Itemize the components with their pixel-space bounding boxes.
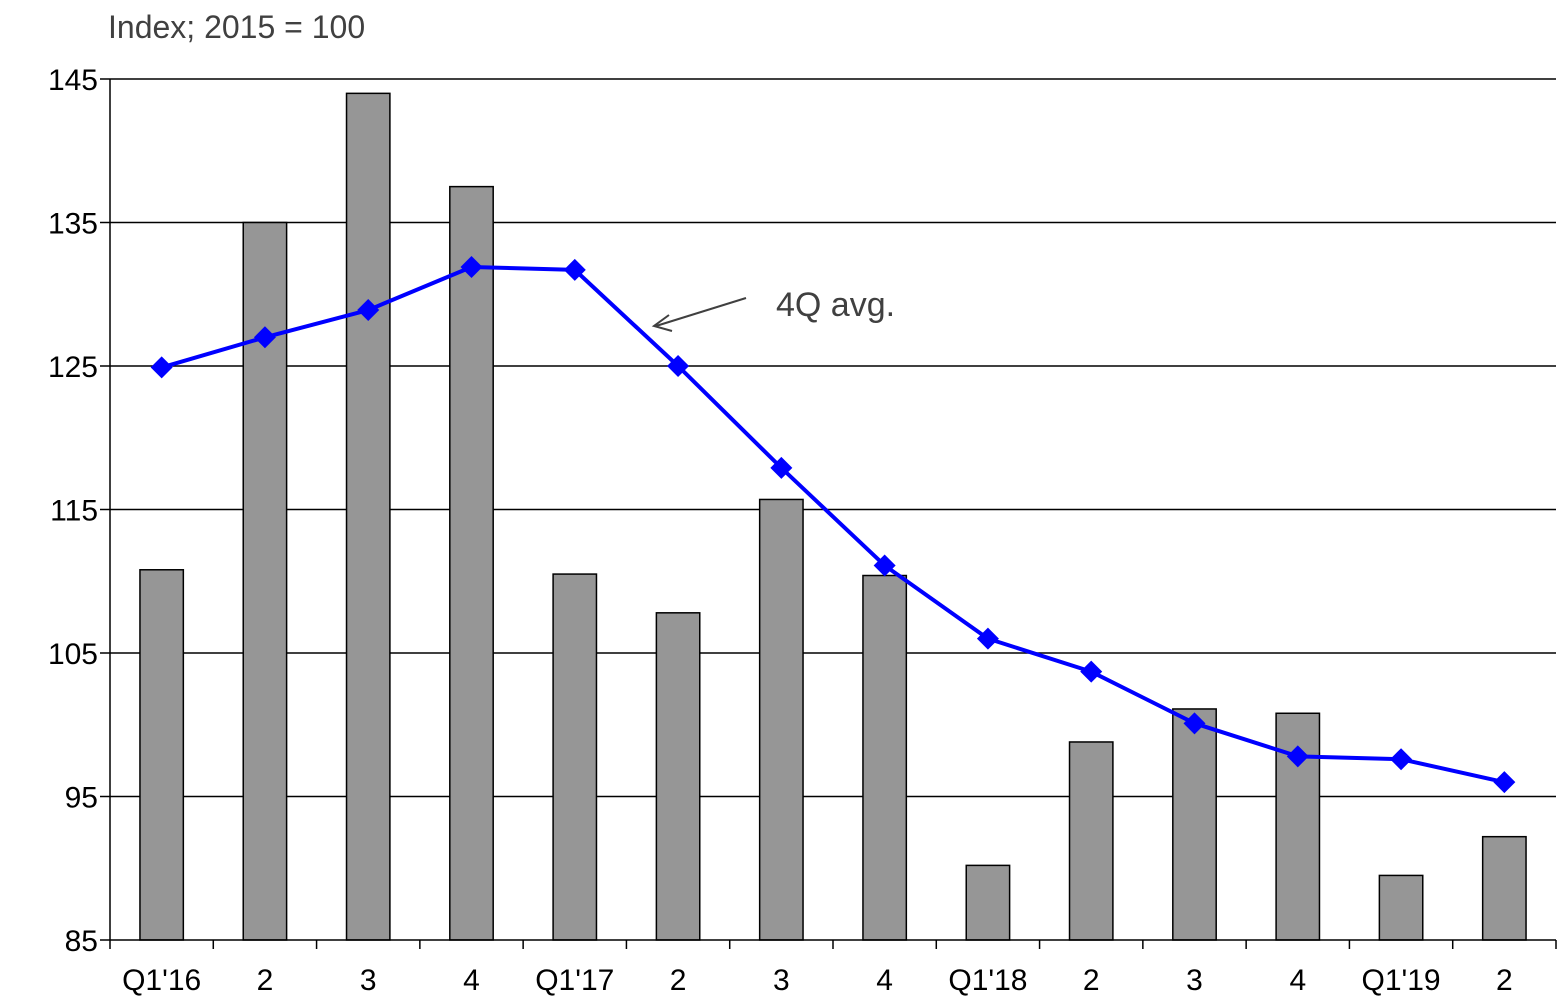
line-marker xyxy=(1286,745,1309,768)
bar xyxy=(1378,874,1424,941)
bar xyxy=(139,569,185,941)
y-unit-label: Index; 2015 = 100 xyxy=(108,9,365,45)
line-marker xyxy=(1080,660,1103,683)
annotation-label: 4Q avg. xyxy=(776,286,895,324)
line-marker xyxy=(150,356,173,379)
bar xyxy=(1068,741,1114,941)
line-series xyxy=(150,255,1516,794)
line-marker xyxy=(460,255,483,278)
x-tick-label: 3 xyxy=(360,964,377,997)
y-tick-label: 145 xyxy=(48,64,98,97)
x-tick-label: 2 xyxy=(257,964,274,997)
y-tick-label: 135 xyxy=(48,208,98,241)
line-marker xyxy=(770,456,793,479)
bar-series xyxy=(139,92,1527,941)
x-tick-label: Q1'18 xyxy=(948,964,1027,997)
bar xyxy=(965,864,1011,941)
bar xyxy=(449,185,494,941)
x-tick-label: 2 xyxy=(1083,964,1100,997)
line-marker xyxy=(1390,748,1413,771)
bar xyxy=(758,498,804,941)
annotation-arrow xyxy=(655,297,747,327)
x-tick-label: 4 xyxy=(876,964,893,997)
bar xyxy=(1172,708,1217,941)
y-tick-label: 95 xyxy=(65,782,98,815)
line-marker xyxy=(976,627,999,650)
line-marker xyxy=(1493,771,1516,794)
annotation: 4Q avg. xyxy=(651,286,895,332)
x-tick-label: 2 xyxy=(1496,964,1513,997)
line-marker xyxy=(667,355,690,377)
y-tick-label: 105 xyxy=(48,638,98,671)
x-tick-label: 2 xyxy=(670,964,687,997)
y-tick-label: 125 xyxy=(48,351,98,384)
x-tick-label: Q1'19 xyxy=(1362,964,1441,997)
x-tick-label: Q1'16 xyxy=(122,964,201,997)
line-marker xyxy=(563,258,586,281)
bar xyxy=(345,92,391,941)
y-tick-label: 115 xyxy=(50,495,98,528)
line-marker xyxy=(357,299,380,322)
bar xyxy=(862,574,908,941)
y-tick-label: 85 xyxy=(65,925,98,958)
x-tick-label: 4 xyxy=(463,964,480,997)
y-tick-labels: 85 95 105 115 125 135 145 xyxy=(48,64,98,958)
bar xyxy=(1481,835,1527,941)
x-tick-labels: Q1'16 2 3 4 Q1'17 2 3 4 Q1'18 2 3 4 Q1'19 2 xyxy=(122,964,1513,997)
x-tick-label: 3 xyxy=(1186,964,1203,997)
annotation-arrowhead xyxy=(651,314,673,332)
axes xyxy=(100,78,1557,949)
line-path xyxy=(161,264,1505,785)
bar xyxy=(655,612,701,941)
line-marker xyxy=(1183,712,1206,735)
x-tick-label: 4 xyxy=(1289,964,1306,997)
x-tick-label: Q1'17 xyxy=(535,964,614,997)
bar xyxy=(552,573,598,941)
x-tick-label: 3 xyxy=(773,964,790,997)
line-marker xyxy=(253,326,276,349)
gridlines xyxy=(110,78,1556,798)
line-marker xyxy=(873,554,896,577)
